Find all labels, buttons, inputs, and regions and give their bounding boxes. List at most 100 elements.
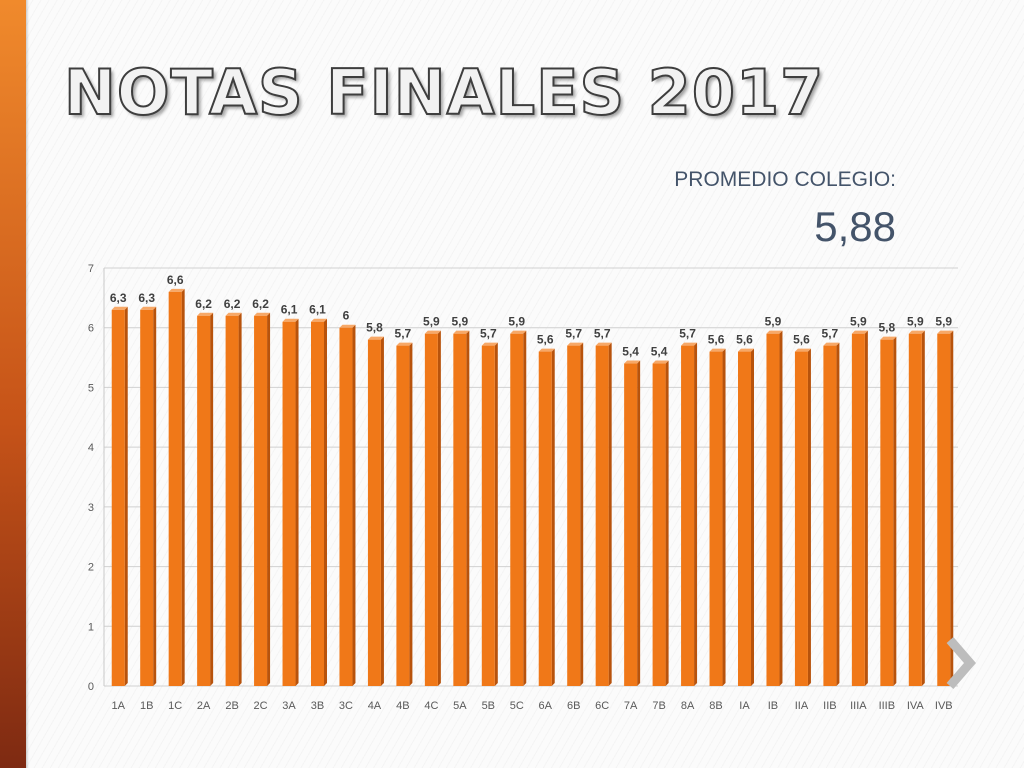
bar-side [437, 330, 441, 686]
x-tick-label: 5C [510, 700, 524, 712]
bar-top [538, 348, 555, 352]
bar-side [665, 360, 669, 686]
chevron-right-icon[interactable] [944, 636, 978, 690]
bar-side [950, 330, 954, 686]
bar-side [153, 306, 157, 686]
bar [197, 315, 211, 686]
x-tick-label: 8A [681, 700, 695, 712]
data-label: 5,6 [537, 333, 554, 347]
bar-side [523, 330, 527, 686]
bar [367, 339, 381, 686]
bar-top [481, 342, 498, 346]
bar [453, 333, 467, 686]
bar [681, 345, 695, 686]
data-label: 5,7 [679, 327, 696, 341]
y-tick-label: 7 [88, 263, 94, 275]
data-label: 6,3 [138, 291, 155, 305]
bar-top [510, 330, 527, 334]
data-label: 5,6 [708, 333, 725, 347]
x-tick-label: IA [739, 700, 750, 712]
average-label: PROMEDIO COLEGIO: [674, 168, 896, 191]
slide-title: NOTAS FINALES 2017 [63, 55, 825, 130]
bar-side [779, 330, 783, 686]
bar-side [466, 330, 470, 686]
x-tick-label: 2B [225, 700, 238, 712]
bar-side [181, 288, 185, 686]
bar-side [637, 360, 641, 686]
bar-top [225, 312, 242, 316]
bar-top [595, 342, 612, 346]
x-tick-label: 4C [424, 700, 438, 712]
x-tick-label: 4B [396, 700, 409, 712]
x-tick-label: 3A [282, 700, 296, 712]
bar-side [551, 348, 555, 686]
data-label: 5,9 [508, 315, 525, 329]
bar-top [367, 336, 384, 340]
data-label: 5,9 [850, 315, 867, 329]
data-label: 6,2 [252, 297, 269, 311]
bar [937, 333, 951, 686]
bar-top [652, 360, 669, 364]
bar [282, 321, 296, 686]
bar [396, 345, 410, 686]
bar-side [694, 342, 698, 686]
y-tick-label: 1 [88, 621, 94, 633]
data-label: 5,9 [423, 315, 440, 329]
data-label: 6,2 [195, 297, 212, 311]
data-label: 5,9 [451, 315, 468, 329]
x-tick-label: 6C [595, 700, 609, 712]
data-label: 5,4 [651, 345, 668, 359]
y-tick-label: 5 [88, 382, 94, 394]
bar-top [111, 306, 128, 310]
x-tick-label: IVA [907, 700, 925, 712]
bar-side [494, 342, 498, 686]
data-label: 5,6 [793, 333, 810, 347]
x-tick-label: IVB [935, 700, 953, 712]
bar [481, 345, 495, 686]
x-tick-label: 1C [168, 700, 182, 712]
data-label: 5,7 [480, 327, 497, 341]
x-tick-label: 2C [254, 700, 268, 712]
bar-top [254, 312, 271, 316]
y-tick-label: 3 [88, 502, 94, 514]
bar-top [339, 324, 356, 328]
bar [908, 333, 922, 686]
data-label: 5,7 [565, 327, 582, 341]
bar-top [851, 330, 868, 334]
x-tick-label: 3C [339, 700, 353, 712]
x-tick-label: 1A [111, 700, 125, 712]
bar [311, 321, 324, 686]
bar [111, 309, 125, 686]
x-tick-label: 7B [652, 700, 665, 712]
data-label: 6,6 [167, 273, 184, 287]
x-tick-label: 6B [567, 700, 580, 712]
bar-side [380, 336, 384, 686]
bar-side [124, 306, 128, 686]
bar-top [823, 342, 840, 346]
data-label: 5,8 [366, 321, 383, 335]
average-value: 5,88 [814, 203, 896, 250]
bar-top [396, 342, 413, 346]
bar-side [324, 318, 327, 686]
data-label: 6,1 [309, 303, 326, 317]
bar-side [608, 342, 612, 686]
bar-side [295, 318, 299, 686]
x-tick-label: 4A [368, 700, 382, 712]
bar [823, 345, 837, 686]
bar-top [567, 342, 584, 346]
bar-side [580, 342, 584, 686]
bar [880, 339, 894, 686]
bar-top [766, 330, 783, 334]
data-label: 6,1 [281, 303, 298, 317]
data-label: 6 [343, 309, 350, 323]
data-label: 5,9 [765, 315, 782, 329]
bar-side [722, 348, 726, 686]
bar-top [937, 330, 954, 334]
y-tick-label: 4 [88, 442, 94, 454]
bar-side [751, 348, 754, 686]
bar-top [681, 342, 698, 346]
bar-top [908, 330, 925, 334]
bar-top [282, 318, 299, 322]
bar-top [453, 330, 470, 334]
bar-side [807, 348, 811, 686]
